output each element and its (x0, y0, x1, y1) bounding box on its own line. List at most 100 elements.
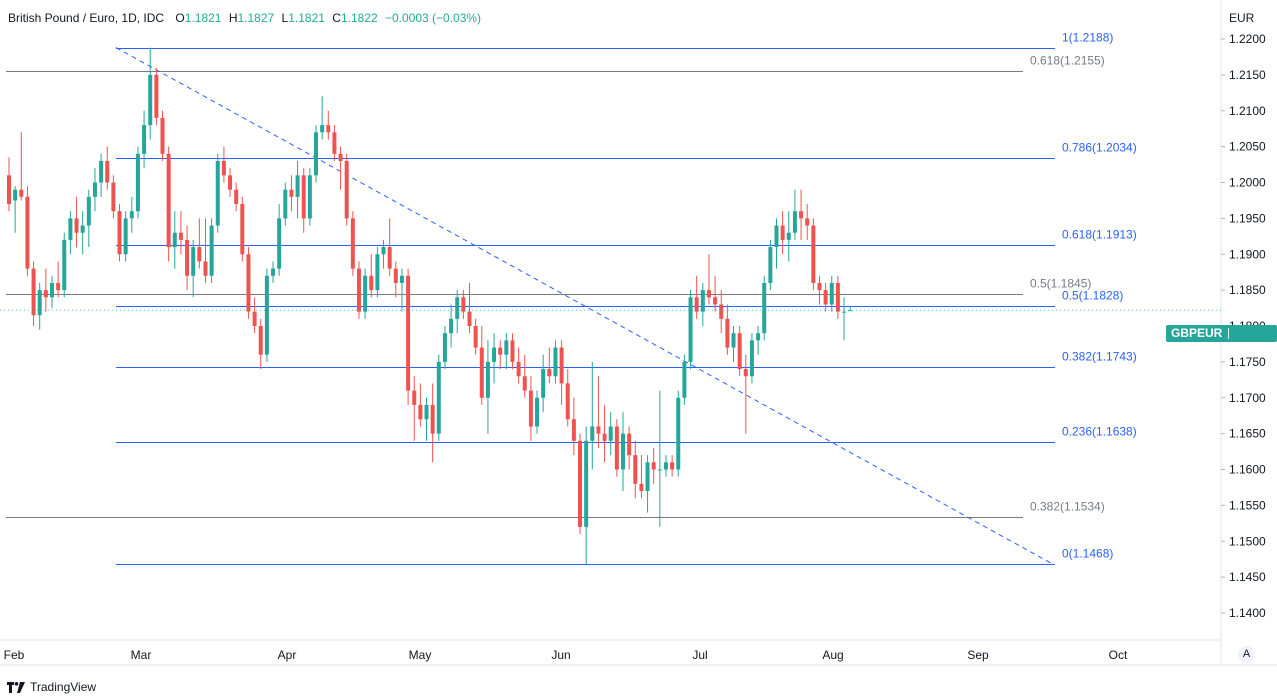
candle-body (436, 361, 441, 434)
candle-body (547, 369, 552, 377)
candle (424, 397, 429, 441)
candle (197, 218, 202, 269)
candle-body (811, 225, 816, 283)
candle-body (99, 160, 104, 183)
candle (31, 261, 36, 326)
x-tick-label: Jul (692, 648, 707, 662)
x-tick-label: Aug (822, 648, 843, 662)
candle (584, 426, 589, 565)
candle (811, 218, 816, 291)
candle (792, 189, 797, 240)
candle (842, 297, 847, 341)
candle (430, 383, 435, 463)
candle (510, 333, 515, 370)
candle-body (768, 247, 773, 283)
candle (369, 254, 374, 298)
candle-body (209, 225, 214, 276)
candle-body (541, 369, 546, 398)
candle (289, 175, 294, 212)
candle-body (387, 247, 392, 269)
x-tick-label: Apr (278, 648, 297, 662)
tradingview-brand[interactable]: TradingView (7, 680, 96, 694)
symbol-title: British Pound / Euro, 1D, IDC (8, 11, 165, 25)
candle-body (25, 196, 30, 269)
candle (602, 404, 607, 463)
candle-body (234, 189, 239, 205)
currency-label: EUR (1229, 11, 1255, 25)
candle (412, 376, 417, 441)
candle (694, 275, 699, 319)
candle-body (842, 311, 847, 313)
candle-body (185, 239, 190, 276)
candle (338, 146, 343, 190)
auto-scale-button[interactable]: A (1238, 646, 1255, 663)
candle-body (670, 462, 675, 470)
candle-body (80, 225, 85, 233)
candle-body (565, 383, 570, 420)
x-tick-label: Feb (4, 648, 25, 662)
candle (590, 361, 595, 470)
candle-body (320, 125, 325, 133)
tradingview-logo-icon (7, 681, 25, 693)
candle-body (449, 318, 454, 334)
candle-body (749, 340, 754, 377)
candle-body (713, 297, 718, 305)
candle (99, 153, 104, 197)
fib-level-label: 0.618(1.1913) (1062, 228, 1137, 242)
candle-body (62, 239, 67, 291)
candle-body (105, 160, 110, 183)
candle-body (510, 340, 515, 362)
candle-body (166, 153, 171, 248)
candle (43, 268, 48, 312)
candle (129, 196, 134, 233)
candle-body (172, 232, 177, 248)
candle (565, 369, 570, 427)
x-tick-label: Mar (131, 648, 152, 662)
candle-body (633, 455, 638, 484)
candle-body (663, 462, 668, 470)
candle (706, 254, 711, 305)
fib-gray-label: 0.382(1.1534) (1030, 500, 1105, 514)
candle (713, 275, 718, 312)
candle-body (700, 290, 705, 312)
candle (387, 218, 392, 276)
candle-body (835, 282, 840, 312)
candle-body (123, 218, 128, 255)
candle (651, 447, 656, 484)
high-value: 1.1827 (237, 11, 275, 25)
candle (645, 455, 650, 513)
last-price-badge: GBPEUR 1.1822 (1166, 325, 1277, 357)
candle (639, 455, 644, 499)
y-tick-label: 1.2200 (1229, 32, 1266, 46)
candle (473, 318, 478, 355)
candle (535, 390, 540, 434)
y-tick-label: 1.1400 (1229, 606, 1266, 620)
candle-body (19, 189, 24, 197)
candle-body (553, 347, 558, 377)
candle-body (682, 361, 687, 398)
candle (172, 211, 177, 269)
candle (522, 354, 527, 398)
y-tick-label: 1.1850 (1229, 283, 1266, 297)
candle (676, 390, 681, 477)
candle-body (786, 232, 791, 240)
candle-body (485, 361, 490, 398)
candle (49, 275, 54, 309)
candle (86, 189, 91, 248)
candle-body (369, 275, 374, 291)
candle-body (111, 182, 116, 212)
candle (271, 261, 276, 283)
candle (381, 239, 386, 269)
candle (449, 304, 454, 348)
x-tick-label: May (409, 648, 432, 662)
candle (528, 376, 533, 441)
candle (547, 347, 552, 384)
y-tick-label: 1.1750 (1229, 355, 1266, 369)
candle (62, 232, 67, 298)
candle-body (848, 310, 853, 312)
trendline (115, 47, 1054, 565)
y-tick-label: 1.1700 (1229, 391, 1266, 405)
fib-level-label: 0(1.1468) (1062, 547, 1113, 561)
candle-body (657, 469, 662, 471)
